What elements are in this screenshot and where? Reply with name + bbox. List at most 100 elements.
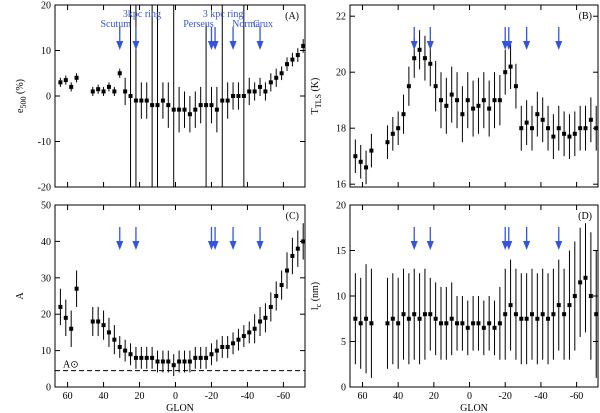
point — [390, 316, 395, 321]
point — [279, 283, 284, 288]
point — [177, 107, 182, 112]
point — [487, 106, 492, 111]
point — [160, 359, 165, 364]
point — [90, 89, 95, 94]
y-tick-label: 50 — [41, 201, 51, 212]
point — [63, 315, 68, 320]
point — [465, 98, 470, 103]
point — [225, 98, 230, 103]
y-label-main: l — [310, 307, 321, 310]
point — [588, 117, 593, 122]
point — [128, 94, 133, 98]
point — [220, 344, 225, 349]
point — [492, 98, 497, 103]
point — [128, 352, 133, 357]
point — [438, 321, 443, 326]
point — [444, 103, 449, 108]
point — [117, 71, 122, 76]
point — [96, 319, 101, 324]
point — [551, 312, 556, 317]
point — [471, 106, 476, 111]
point — [513, 312, 518, 317]
point — [166, 359, 171, 364]
arrow-head — [229, 41, 237, 50]
arrow-label: Norma — [232, 19, 260, 30]
point — [540, 312, 545, 317]
point — [268, 80, 273, 85]
point — [471, 321, 476, 326]
point — [144, 98, 149, 103]
point — [231, 341, 236, 346]
point — [274, 294, 279, 298]
point — [535, 112, 540, 117]
y-tick-label: 30 — [41, 273, 51, 284]
point — [551, 134, 556, 139]
point — [247, 330, 252, 335]
point — [417, 316, 422, 321]
point — [449, 92, 454, 97]
arrow-head — [132, 241, 140, 250]
point — [204, 355, 209, 360]
point — [529, 126, 534, 131]
point — [433, 316, 438, 321]
y-tick-label: 20 — [41, 310, 51, 321]
point — [406, 84, 411, 89]
arrow-head — [116, 41, 124, 50]
reference-label: A⊙ — [63, 360, 79, 371]
plot-area — [58, 5, 305, 187]
axes-frame — [349, 4, 599, 188]
point — [101, 323, 106, 328]
point — [74, 286, 79, 291]
point — [578, 280, 583, 285]
point — [258, 84, 263, 89]
point — [556, 303, 561, 308]
point — [263, 315, 268, 320]
point — [139, 355, 144, 360]
x-tick-label: 0 — [173, 391, 178, 402]
point — [274, 75, 279, 80]
point — [123, 348, 128, 353]
x-tick-label: 20 — [429, 391, 439, 402]
arrow-head — [555, 241, 563, 250]
point — [417, 47, 422, 52]
y-label-main: T — [310, 108, 321, 114]
arrow-label: 3kpc ring — [123, 9, 161, 20]
point — [519, 316, 524, 321]
plot-area — [353, 223, 598, 378]
y-label-unit: (nm) — [310, 282, 321, 304]
point — [562, 312, 567, 317]
point — [508, 303, 513, 308]
axes-frame — [54, 204, 306, 388]
arrow-head — [505, 241, 513, 250]
point — [353, 154, 358, 159]
point — [155, 103, 160, 108]
point — [74, 75, 79, 80]
point — [214, 107, 219, 112]
y-label-sub: 500 — [19, 97, 28, 109]
y-label-unit: (K) — [310, 78, 321, 94]
point — [465, 325, 470, 330]
point — [438, 98, 443, 103]
point — [396, 321, 401, 326]
y-tick-label: 10 — [41, 346, 51, 357]
point — [487, 321, 492, 326]
point — [225, 344, 230, 349]
point — [546, 316, 551, 321]
panel-label: (C) — [286, 211, 299, 222]
point — [166, 103, 171, 108]
y-tick-label: 0 — [46, 383, 51, 394]
y-tick-label: 40 — [41, 237, 51, 248]
point — [497, 98, 502, 103]
axes-frame — [54, 4, 306, 188]
point — [476, 103, 481, 108]
point — [529, 312, 534, 317]
point — [268, 304, 273, 309]
point — [150, 103, 155, 108]
arrow-label: Scutum — [100, 19, 131, 30]
y-tick-label: 10 — [336, 292, 346, 303]
plot-area — [55, 223, 305, 377]
arrow-head — [211, 41, 219, 50]
y-tick-label: -10 — [38, 137, 51, 148]
point — [556, 126, 561, 131]
point — [406, 316, 411, 321]
